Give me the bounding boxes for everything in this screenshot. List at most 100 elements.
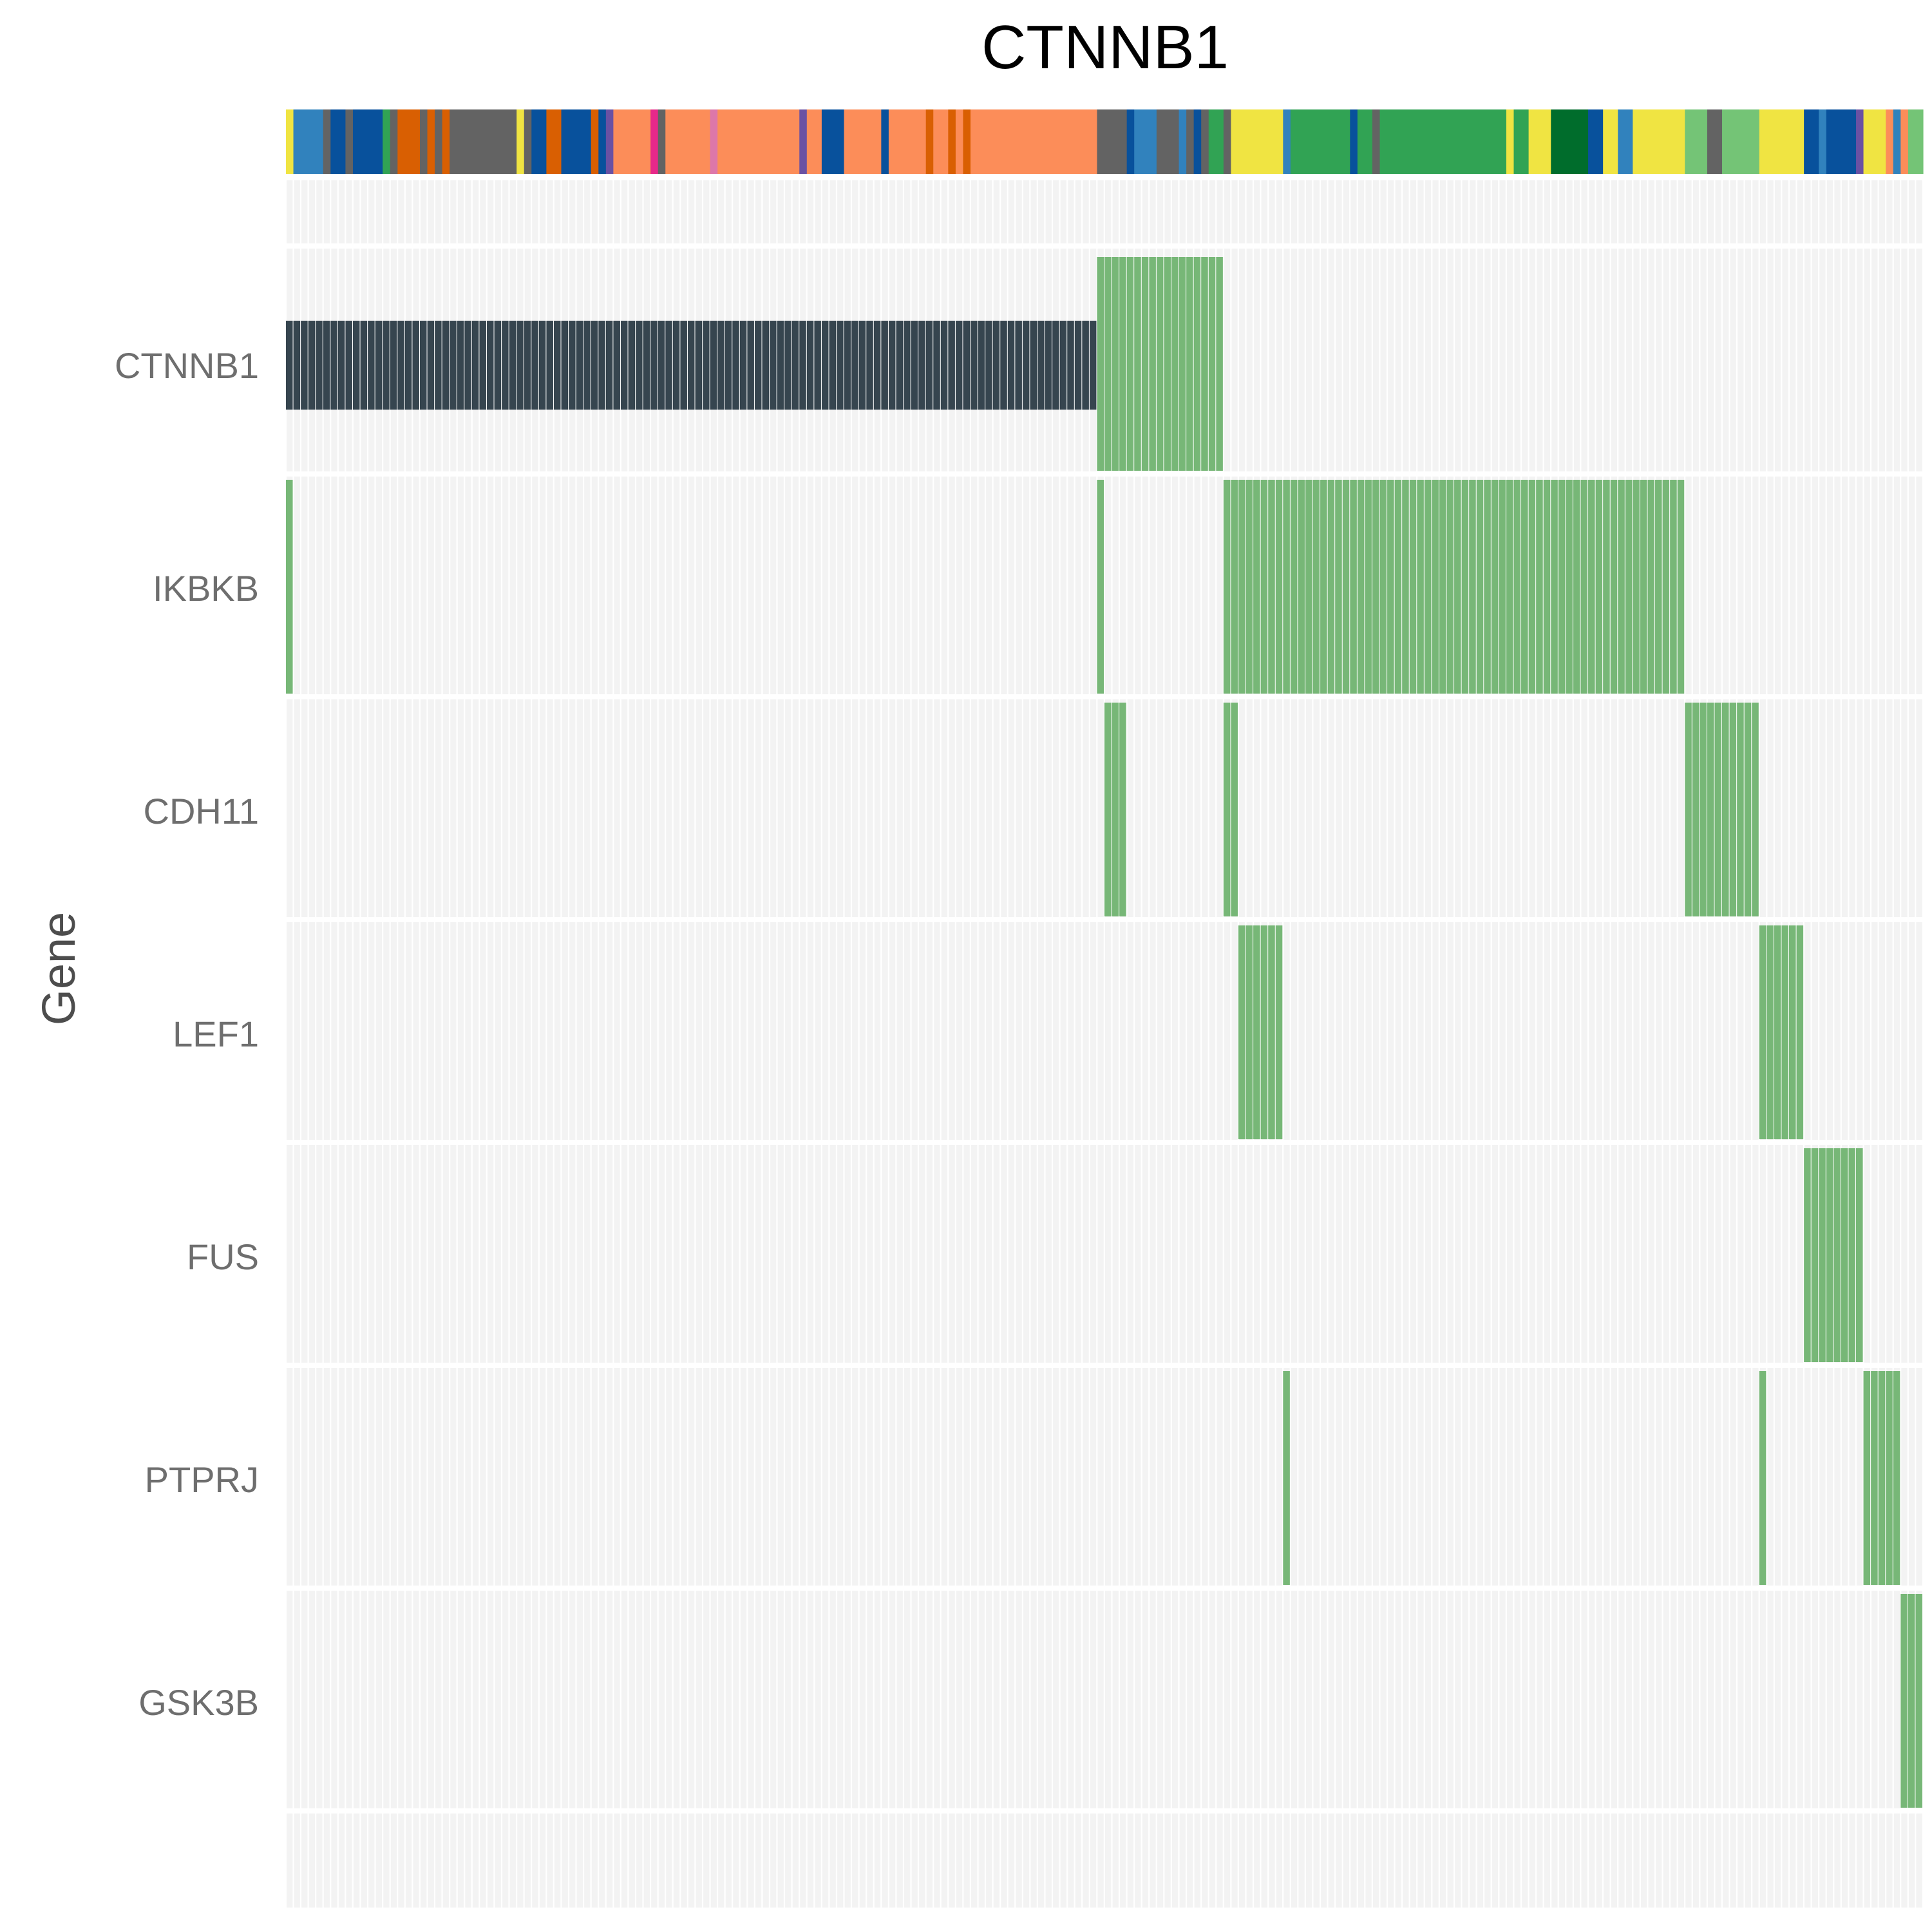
annotation-segment — [330, 109, 346, 174]
background-column — [294, 180, 300, 1908]
annotation-segment — [1513, 109, 1530, 174]
background-column — [1908, 180, 1915, 1908]
y-axis-title: Gene — [33, 912, 85, 1025]
background-column — [762, 180, 769, 1908]
background-column — [1305, 180, 1312, 1908]
background-column — [1879, 180, 1886, 1908]
annotation-segment — [1179, 109, 1187, 174]
alteration-cell-ikbkb — [1566, 480, 1573, 694]
background-column — [1537, 180, 1543, 1908]
alteration-cell-ctnnb1 — [770, 321, 777, 410]
alteration-cell-ctnnb1 — [948, 321, 955, 410]
alteration-cell-ctnnb1 — [703, 321, 710, 410]
background-column — [785, 180, 791, 1908]
alteration-cell-ikbkb — [1409, 480, 1417, 694]
alteration-cell-ctnnb1 — [940, 321, 948, 410]
background-column — [1804, 180, 1811, 1908]
alteration-cell-ikbkb — [1350, 480, 1357, 694]
alteration-cell-ctnnb1 — [1171, 257, 1179, 471]
alteration-cell-ctnnb1 — [368, 321, 375, 410]
alteration-cell-ctnnb1 — [687, 321, 695, 410]
alteration-cell-ikbkb — [1283, 480, 1290, 694]
alteration-cell-ctnnb1 — [293, 321, 301, 410]
alteration-cell-ctnnb1 — [844, 321, 851, 410]
annotation-segment — [1134, 109, 1157, 174]
background-grid — [286, 180, 1923, 1908]
background-column — [584, 180, 591, 1908]
background-column — [636, 180, 643, 1908]
alteration-cell-cdh11 — [1714, 703, 1722, 916]
alteration-cell-lef1 — [1766, 925, 1774, 1139]
alteration-cell-ctnnb1 — [925, 321, 933, 410]
gene-label-ptprj: PTPRJ — [145, 1459, 259, 1500]
background-column — [748, 180, 754, 1908]
background-column — [1581, 180, 1587, 1908]
background-column — [710, 180, 717, 1908]
alteration-cell-ctnnb1 — [1201, 257, 1208, 471]
alteration-cell-fus — [1811, 1148, 1819, 1362]
alteration-cell-cdh11 — [1752, 703, 1759, 916]
background-column — [1150, 180, 1156, 1908]
alteration-cell-ptprj — [1886, 1371, 1893, 1585]
alteration-cell-ctnnb1 — [308, 321, 316, 410]
alteration-cell-ctnnb1 — [732, 321, 739, 410]
annotation-segment — [1900, 109, 1909, 174]
background-column — [1075, 180, 1082, 1908]
background-column — [844, 180, 851, 1908]
alteration-cell-ikbkb — [1647, 480, 1655, 694]
alteration-cell-ikbkb — [1260, 480, 1268, 694]
background-column — [1217, 180, 1223, 1908]
background-column — [1648, 180, 1654, 1908]
gene-label-fus: FUS — [187, 1236, 259, 1277]
alteration-cell-ctnnb1 — [286, 321, 293, 410]
annotation-segment — [1633, 109, 1685, 174]
alteration-cell-ctnnb1 — [450, 321, 457, 410]
background-column — [986, 180, 992, 1908]
row-separator — [286, 1586, 1923, 1591]
alteration-cell-ctnnb1 — [971, 321, 978, 410]
background-column — [1745, 180, 1752, 1908]
alteration-cell-ikbkb — [1275, 480, 1283, 694]
background-column — [703, 180, 710, 1908]
background-column — [413, 180, 419, 1908]
background-column — [1127, 180, 1134, 1908]
background-column — [562, 180, 568, 1908]
annotation-segment — [598, 109, 607, 174]
background-column — [1692, 180, 1700, 1908]
gene-label-ctnnb1: CTNNB1 — [115, 345, 259, 386]
alteration-cell-ctnnb1 — [1134, 257, 1141, 471]
alteration-cell-ctnnb1 — [724, 321, 732, 410]
annotation-segment — [1350, 109, 1358, 174]
alteration-cell-ctnnb1 — [1208, 257, 1216, 471]
alteration-cell-ctnnb1 — [680, 321, 687, 410]
annotation-segment — [948, 109, 956, 174]
background-column — [651, 180, 658, 1908]
background-column — [383, 180, 390, 1908]
alteration-cell-ctnnb1 — [873, 321, 881, 410]
annotation-segment — [1290, 109, 1350, 174]
alteration-cell-ctnnb1 — [323, 321, 330, 410]
annotation-segment — [881, 109, 889, 174]
background-column — [1343, 180, 1350, 1908]
alteration-cell-ikbkb — [1662, 480, 1670, 694]
annotation-segment — [546, 109, 562, 174]
background-column — [1871, 180, 1878, 1908]
alteration-cell-ikbkb — [1335, 480, 1342, 694]
background-column — [688, 180, 695, 1908]
alteration-cell-cdh11 — [1722, 703, 1729, 916]
alteration-cell-ctnnb1 — [419, 321, 427, 410]
alteration-cell-ikbkb — [1365, 480, 1372, 694]
chart-title: CTNNB1 — [981, 13, 1229, 82]
annotation-segment — [1506, 109, 1515, 174]
alteration-cell-ctnnb1 — [598, 321, 605, 410]
background-column — [1417, 180, 1424, 1908]
alteration-cell-ikbkb — [1469, 480, 1476, 694]
alteration-cell-ikbkb — [1513, 480, 1521, 694]
alteration-cell-ctnnb1 — [546, 321, 553, 410]
annotation-segment — [1819, 109, 1827, 174]
alteration-cell-cdh11 — [1737, 703, 1744, 916]
annotation-segment — [383, 109, 391, 174]
background-column — [1492, 180, 1499, 1908]
alteration-cell-fus — [1819, 1148, 1826, 1362]
annotation-segment — [844, 109, 882, 174]
